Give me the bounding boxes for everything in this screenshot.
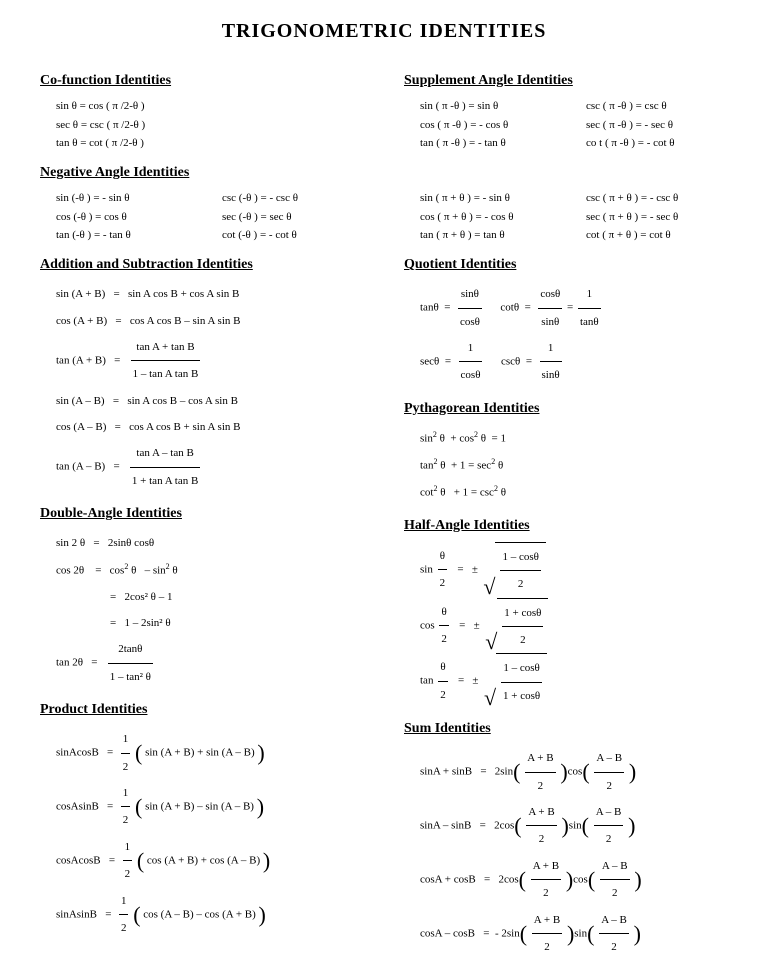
eq: sec ( π + θ ) = - sec θ [586, 208, 728, 227]
header-pythagorean: Pythagorean Identities [404, 401, 728, 417]
eq: sin ( π -θ ) = sin θ [420, 97, 562, 116]
left-column: Co-function Identities sin θ = cos ( π /… [40, 61, 364, 960]
eq: sin (-θ ) = - sin θ [56, 189, 198, 208]
eq: cos ( π -θ ) = - cos θ [420, 116, 562, 135]
eq: cos (A + B) = cos A cos B – sin A sin B [56, 308, 364, 334]
eq: cos (A – B) = cos A cos B + sin A sin B [56, 414, 364, 440]
supplement-block: sin ( π -θ ) = sin θ cos ( π -θ ) = - co… [404, 97, 728, 153]
eq: sec θ = csc ( π /2-θ ) [56, 116, 364, 135]
doubleangle-block: sin 2 θ = 2sinθ cosθ cos 2θ = cos2 θ – s… [40, 530, 364, 690]
halfangle-block: sin θ2 = ± √1 – cosθ2 cos θ2 = ± √1 + co… [404, 542, 728, 709]
eq: tan ( π -θ ) = - tan θ [420, 134, 562, 153]
content-columns: Co-function Identities sin θ = cos ( π /… [40, 61, 728, 960]
eq: co t ( π -θ ) = - cot θ [586, 134, 728, 153]
eq: sec ( π -θ ) = - sec θ [586, 116, 728, 135]
eq: sin θ = cos ( π /2-θ ) [56, 97, 364, 116]
supplement2-block: sin ( π + θ ) = - sin θ cos ( π + θ ) = … [404, 189, 728, 245]
eq: cot2 θ + 1 = csc2 θ [420, 479, 728, 506]
eq: tan ( π + θ ) = tan θ [420, 226, 562, 245]
header-addition: Addition and Subtraction Identities [40, 257, 364, 273]
eq: sinAsinB = 12 ( cos (A – B) – cos (A + B… [56, 888, 364, 942]
eq: = 1 – 2sin² θ [56, 610, 364, 636]
eq: csc ( π + θ ) = - csc θ [586, 189, 728, 208]
eq: sec (-θ ) = sec θ [222, 208, 364, 227]
eq: tanθ = sinθcosθ cotθ = cosθsinθ = 1tanθ [420, 281, 728, 335]
cofunction-block: sin θ = cos ( π /2-θ ) sec θ = csc ( π /… [40, 97, 364, 153]
eq: sin θ2 = ± √1 – cosθ2 [420, 542, 728, 598]
eq: cot (-θ ) = - cot θ [222, 226, 364, 245]
product-block: sinAcosB = 12 ( sin (A + B) + sin (A – B… [40, 726, 364, 941]
eq: cot ( π + θ ) = cot θ [586, 226, 728, 245]
header-cofunction: Co-function Identities [40, 73, 364, 89]
eq: cosA – cosB = - 2sin( A + B2 )sin( A – B… [420, 907, 728, 961]
eq: cosAsinB = 12 ( sin (A + B) – sin (A – B… [56, 780, 364, 834]
addition-block: sin (A + B) = sin A cos B + cos A sin B … [40, 281, 364, 494]
eq: cos (-θ ) = cos θ [56, 208, 198, 227]
eq: tan (-θ ) = - tan θ [56, 226, 198, 245]
eq: tan (A – B) = tan A – tan B1 + tan A tan… [56, 440, 364, 494]
page-title: TRIGONOMETRIC IDENTITIES [40, 20, 728, 43]
header-negative: Negative Angle Identities [40, 165, 364, 181]
eq: sin (A – B) = sin A cos B – cos A sin B [56, 388, 364, 414]
eq: cosAcosB = 12 ( cos (A + B) + cos (A – B… [56, 834, 364, 888]
eq: cosA + cosB = 2cos( A + B2 )cos( A – B2 … [420, 853, 728, 907]
eq: = 2cos² θ – 1 [56, 584, 364, 610]
eq: sin ( π + θ ) = - sin θ [420, 189, 562, 208]
eq: tan θ = cot ( π /2-θ ) [56, 134, 364, 153]
header-product: Product Identities [40, 702, 364, 718]
eq: csc ( π -θ ) = csc θ [586, 97, 728, 116]
header-doubleangle: Double-Angle Identities [40, 506, 364, 522]
eq: sin (A + B) = sin A cos B + cos A sin B [56, 281, 364, 307]
eq: sinA – sinB = 2cos( A + B2 )sin( A – B2 … [420, 799, 728, 853]
eq: tan θ2 = ± √1 – cosθ1 + cosθ [420, 653, 728, 709]
eq: sinA + sinB = 2sin( A + B2 )cos( A – B2 … [420, 745, 728, 799]
eq: tan 2θ = 2tanθ1 – tan² θ [56, 636, 364, 690]
sum-block: sinA + sinB = 2sin( A + B2 )cos( A – B2 … [404, 745, 728, 960]
negative-block: sin (-θ ) = - sin θ cos (-θ ) = cos θ ta… [40, 189, 364, 245]
right-column: Supplement Angle Identities sin ( π -θ )… [404, 61, 728, 960]
eq: tan (A + B) = tan A + tan B1 – tan A tan… [56, 334, 364, 388]
eq: sin2 θ + cos2 θ = 1 [420, 425, 728, 452]
eq: cos ( π + θ ) = - cos θ [420, 208, 562, 227]
eq: sin 2 θ = 2sinθ cosθ [56, 530, 364, 556]
header-halfangle: Half-Angle Identities [404, 518, 728, 534]
pythagorean-block: sin2 θ + cos2 θ = 1 tan2 θ + 1 = sec2 θ … [404, 425, 728, 506]
header-quotient: Quotient Identities [404, 257, 728, 273]
eq: csc (-θ ) = - csc θ [222, 189, 364, 208]
eq: cos θ2 = ± √1 + cosθ2 [420, 598, 728, 654]
eq: secθ = 1cosθ cscθ = 1sinθ [420, 335, 728, 389]
eq: cos 2θ = cos2 θ – sin2 θ [56, 557, 364, 584]
eq: sinAcosB = 12 ( sin (A + B) + sin (A – B… [56, 726, 364, 780]
eq: tan2 θ + 1 = sec2 θ [420, 452, 728, 479]
header-sum: Sum Identities [404, 721, 728, 737]
header-supplement: Supplement Angle Identities [404, 73, 728, 89]
quotient-block: tanθ = sinθcosθ cotθ = cosθsinθ = 1tanθ … [404, 281, 728, 389]
